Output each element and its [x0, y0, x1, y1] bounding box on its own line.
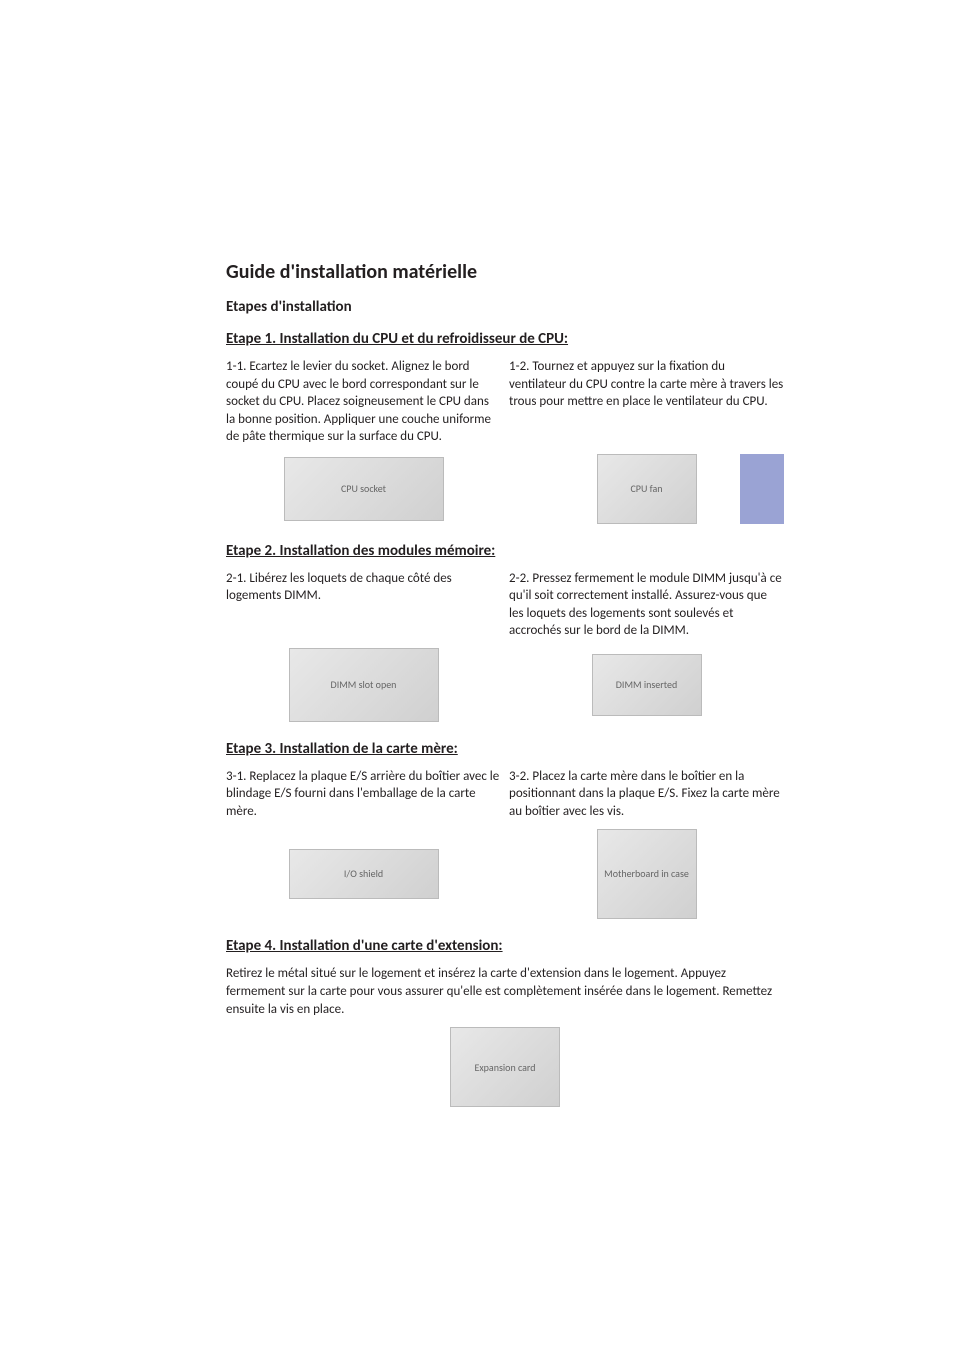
step-2-right-text: 2-2. Pressez fermement le module DIMM ju…: [509, 570, 784, 640]
step-1-left-text: 1-1. Ecartez le levier du socket. Aligne…: [226, 358, 501, 446]
document-page: Guide d'installation matérielle Etapes d…: [0, 0, 954, 1350]
step-4-heading: Etape 4. Installation d'une carte d'exte…: [226, 937, 784, 955]
page-subtitle: Etapes d'installation: [226, 298, 784, 316]
step-4: Etape 4. Installation d'une carte d'exte…: [226, 937, 784, 1108]
step-1-columns: 1-1. Ecartez le levier du socket. Aligne…: [226, 358, 784, 446]
cpu-fan-image: CPU fan: [597, 454, 697, 524]
step-1: Etape 1. Installation du CPU et du refro…: [226, 330, 784, 524]
step-1-right-text: 1-2. Tournez et appuyez sur la fixation …: [509, 358, 784, 446]
step-2: Etape 2. Installation des modules mémoir…: [226, 542, 784, 722]
step-3-image-left-wrap: I/O shield: [226, 849, 501, 899]
motherboard-case-image: Motherboard in case: [597, 829, 697, 919]
step-4-body: Retirez le métal situé sur le logement e…: [226, 965, 784, 1020]
dimm-inserted-image: DIMM inserted: [592, 654, 702, 716]
page-title: Guide d'installation matérielle: [226, 260, 784, 284]
step-2-image-left-wrap: DIMM slot open: [226, 648, 501, 722]
step-1-image-left-wrap: CPU socket: [226, 457, 501, 521]
step-2-left-text: 2-1. Libérez les loquets de chaque côté …: [226, 570, 501, 640]
step-2-columns: 2-1. Libérez les loquets de chaque côté …: [226, 570, 784, 640]
step-3-image-right-wrap: Motherboard in case: [509, 829, 784, 919]
dimm-open-image: DIMM slot open: [289, 648, 439, 722]
cpu-socket-image: CPU socket: [284, 457, 444, 521]
expansion-card-image: Expansion card: [450, 1027, 560, 1107]
io-shield-image: I/O shield: [289, 849, 439, 899]
step-1-images: CPU socket CPU fan: [226, 454, 784, 524]
step-3-left-text: 3-1. Replacez la plaque E/S arrière du b…: [226, 768, 501, 821]
step-4-image-wrap: Expansion card: [226, 1027, 784, 1107]
step-3-right-text: 3-2. Placez la carte mère dans le boîtie…: [509, 768, 784, 821]
step-3-columns: 3-1. Replacez la plaque E/S arrière du b…: [226, 768, 784, 821]
side-tab: [740, 454, 784, 524]
step-3: Etape 3. Installation de la carte mère: …: [226, 740, 784, 919]
step-2-images: DIMM slot open DIMM inserted: [226, 648, 784, 722]
step-3-images: I/O shield Motherboard in case: [226, 829, 784, 919]
step-3-heading: Etape 3. Installation de la carte mère:: [226, 740, 784, 758]
step-2-image-right-wrap: DIMM inserted: [509, 654, 784, 716]
step-1-heading: Etape 1. Installation du CPU et du refro…: [226, 330, 784, 348]
step-2-heading: Etape 2. Installation des modules mémoir…: [226, 542, 784, 560]
